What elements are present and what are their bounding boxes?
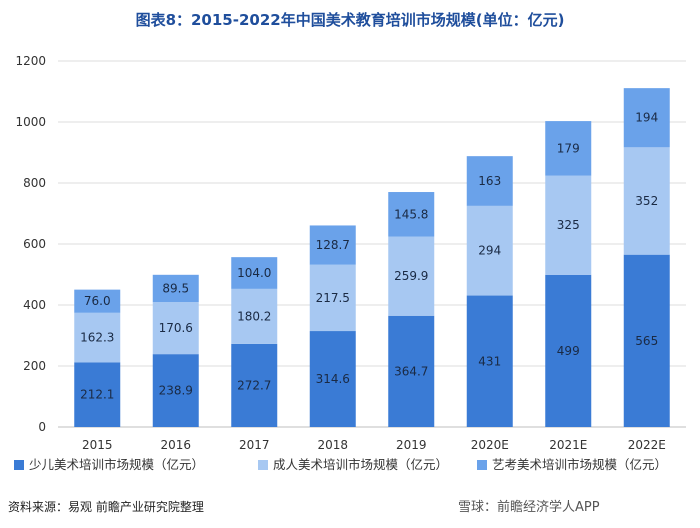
x-axis-ticks: 2015 2016 2017 2018 2019 2020E 2021E 2022E — [82, 438, 666, 452]
data-label: 565 — [635, 334, 658, 348]
legend-swatch — [477, 460, 487, 470]
footer-watermark: 雪球：前瞻经济学人APP — [458, 500, 600, 515]
bar-segment — [309, 264, 356, 332]
legend-label: 成人美术培训市场规模（亿元） — [273, 457, 448, 472]
source-note: 资料来源：易观 前瞻产业研究院整理 — [8, 500, 204, 514]
x-tick-label: 2017 — [239, 438, 270, 452]
data-label: 217.5 — [316, 291, 350, 305]
bar-segment — [545, 121, 592, 176]
x-tick-label: 2022E — [628, 438, 666, 452]
bar-segment — [388, 236, 435, 316]
bar-segment — [545, 274, 592, 427]
bar-segment — [545, 175, 592, 275]
legend: 少儿美术培训市场规模（亿元） 成人美术培训市场规模（亿元） 艺考美术培训市场规模（亿… — [14, 457, 667, 472]
gridlines — [58, 60, 686, 428]
y-tick-label: 1200 — [15, 54, 46, 68]
bar-segment — [152, 354, 199, 427]
legend-swatch — [14, 460, 24, 470]
bar-segment — [74, 289, 121, 313]
data-label: 89.5 — [162, 281, 189, 295]
y-tick-label: 200 — [23, 359, 46, 373]
data-label: 212.1 — [80, 388, 114, 402]
legend-swatch — [258, 460, 268, 470]
data-label: 128.7 — [316, 238, 350, 252]
data-label: 352 — [635, 194, 658, 208]
y-tick-label: 1000 — [15, 115, 46, 129]
data-label: 238.9 — [159, 384, 193, 398]
data-label: 272.7 — [237, 378, 271, 392]
chart-title: 图表8：2015-2022年中国美术教育培训市场规模(单位：亿元) — [135, 11, 565, 29]
bar-segment — [466, 295, 513, 427]
data-label: 259.9 — [394, 269, 428, 283]
bar-segment — [231, 343, 278, 427]
data-label: 163 — [478, 174, 501, 188]
legend-label: 艺考美术培训市场规模（亿元） — [492, 457, 667, 472]
legend-label: 少儿美术培训市场规模（亿元） — [29, 457, 204, 472]
bar-segment — [309, 225, 356, 265]
bar-segment — [388, 315, 435, 427]
data-label: 314.6 — [316, 372, 350, 386]
data-label: 76.0 — [84, 294, 111, 308]
bar-segment — [623, 254, 670, 427]
bar-segment — [74, 362, 121, 427]
y-tick-label: 800 — [23, 176, 46, 190]
bars: 212.1 162.3 76.0 238.9 170.6 89.5 272.7 180.2 10… — [74, 88, 670, 427]
data-label: 179 — [557, 141, 580, 155]
x-tick-label: 2021E — [549, 438, 587, 452]
bar-segment — [623, 147, 670, 255]
data-label: 431 — [478, 354, 501, 368]
data-label: 194 — [635, 111, 658, 125]
x-tick-label: 2015 — [82, 438, 113, 452]
x-tick-label: 2020E — [471, 438, 509, 452]
y-tick-label: 0 — [38, 420, 46, 434]
bar-segment — [231, 288, 278, 344]
data-label: 180.2 — [237, 309, 271, 323]
x-tick-label: 2016 — [160, 438, 191, 452]
y-tick-label: 400 — [23, 298, 46, 312]
bar-segment — [466, 156, 513, 206]
bar-segment — [388, 192, 435, 237]
y-axis-ticks: 0 200 400 600 800 1000 1200 — [15, 54, 46, 434]
bar-segment — [466, 205, 513, 296]
data-label: 145.8 — [394, 207, 428, 221]
x-tick-label: 2019 — [396, 438, 427, 452]
bar-segment — [231, 257, 278, 289]
bar-segment — [152, 274, 199, 303]
data-label: 294 — [478, 244, 501, 258]
x-tick-label: 2018 — [317, 438, 348, 452]
bar-segment — [623, 88, 670, 148]
bar-segment — [152, 302, 199, 355]
data-label: 104.0 — [237, 266, 271, 280]
data-label: 364.7 — [394, 364, 428, 378]
data-label: 162.3 — [80, 331, 114, 345]
y-tick-label: 600 — [23, 237, 46, 251]
data-label: 499 — [557, 344, 580, 358]
bar-segment — [74, 312, 121, 363]
bar-segment — [309, 331, 356, 427]
data-label: 170.6 — [159, 321, 193, 335]
data-label: 325 — [557, 218, 580, 232]
